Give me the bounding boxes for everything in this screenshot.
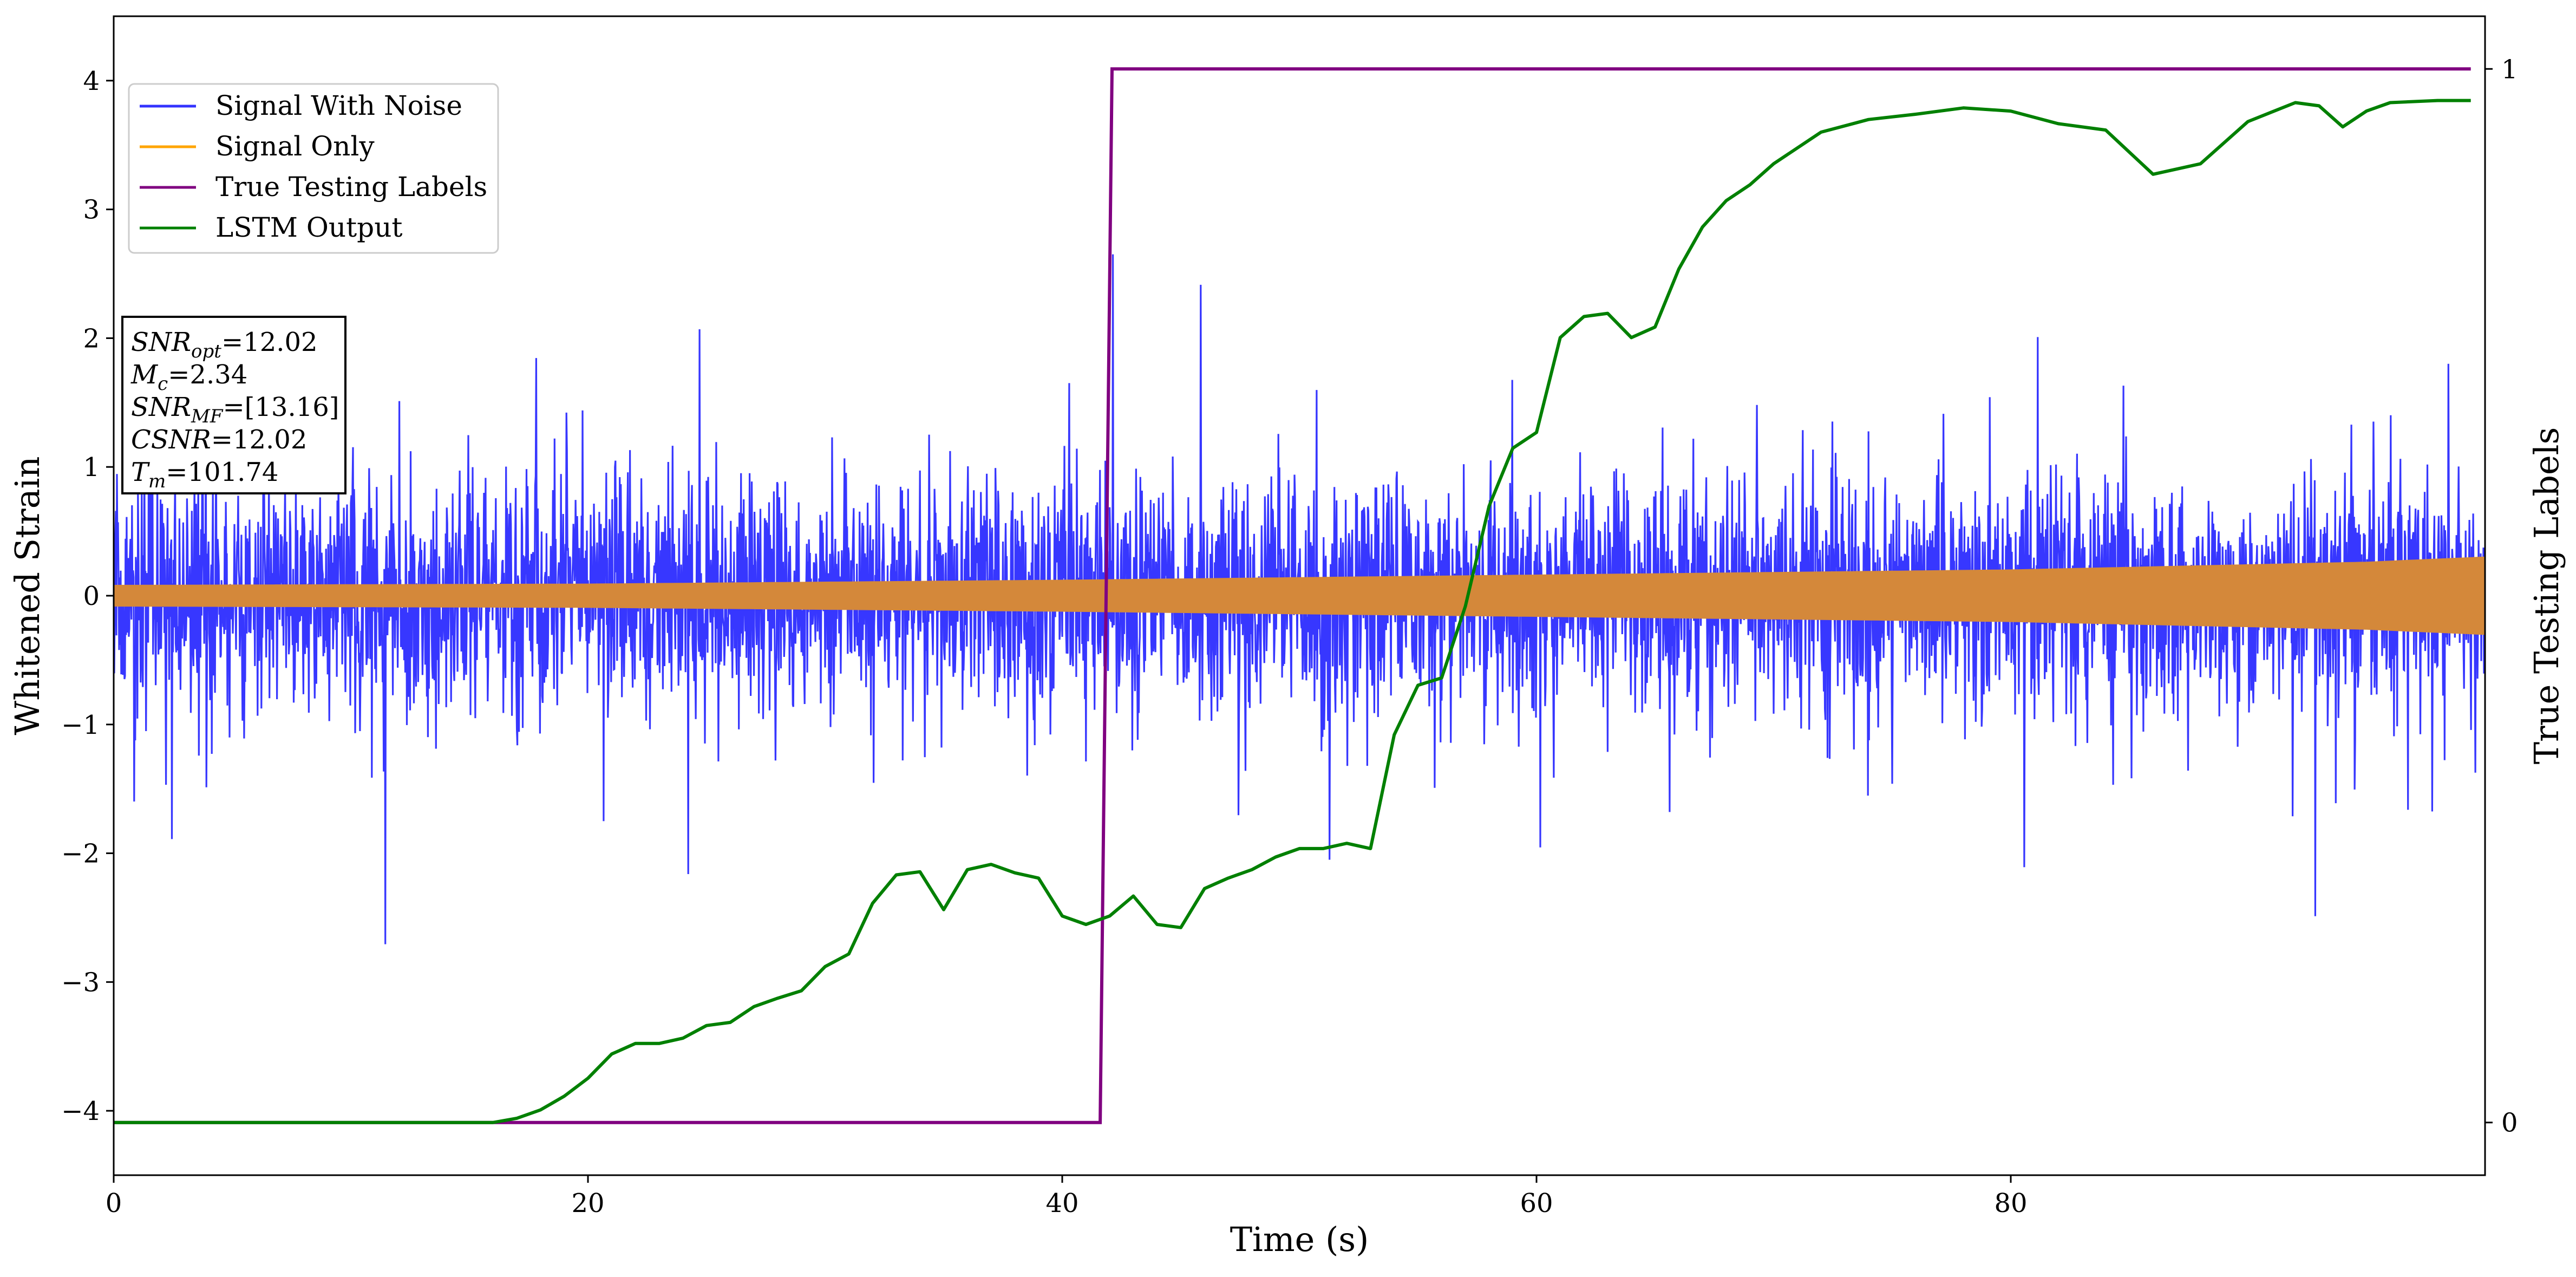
x-tick-label: 40 <box>1045 1188 1078 1219</box>
y2-axis-title: True Testing Labels <box>2527 427 2566 765</box>
info-line-tm: Tm=101.74 <box>131 457 278 492</box>
series-signal-only <box>114 556 2485 635</box>
y-axis-title: Whitened Strain <box>8 457 47 735</box>
y-tick-label: 0 <box>83 581 100 611</box>
legend-label-true-testing-labels: True Testing Labels <box>215 171 487 203</box>
x-tick-label: 20 <box>571 1188 604 1219</box>
x-tick-label: 60 <box>1520 1188 1553 1219</box>
y-tick-label: 4 <box>83 66 100 96</box>
info-line-snr-mf: SNRMF=[13.16] <box>131 392 339 427</box>
y-tick-label: −4 <box>61 1096 100 1126</box>
series-lstm-output <box>114 99 2471 1124</box>
series-true-testing-labels <box>114 67 2471 1124</box>
info-line-snr-opt: SNRopt=12.02 <box>131 327 318 362</box>
y-tick-label: 1 <box>83 452 100 483</box>
y-tick-label: −3 <box>61 967 100 998</box>
legend-box <box>128 83 499 254</box>
legend-label-signal-only: Signal Only <box>215 131 375 162</box>
x-axis-title: Time (s) <box>1230 1220 1369 1259</box>
info-box: SNRopt=12.02 Mc=2.34 SNRMF=[13.16] CSNR=… <box>121 316 346 494</box>
y-tick-label: −2 <box>61 839 100 869</box>
info-line-csnr: CSNR=12.02 <box>131 425 307 455</box>
y2-tick-label: 0 <box>2501 1108 2518 1138</box>
legend-label-signal-with-noise: Signal With Noise <box>215 90 462 121</box>
plot-series-group <box>114 67 2485 1124</box>
y-tick-label: 2 <box>83 323 100 354</box>
info-box-frame <box>121 316 346 494</box>
info-line-mc: Mc=2.34 <box>130 360 247 395</box>
y-tick-label: −1 <box>61 710 100 740</box>
legend: Signal With Noise Signal Only True Testi… <box>128 83 499 254</box>
x-tick-label: 80 <box>1994 1188 2027 1219</box>
y2-tick-label: 1 <box>2501 54 2518 84</box>
legend-label-lstm-output: LSTM Output <box>215 212 402 243</box>
x-tick-label: 0 <box>106 1188 122 1219</box>
y-tick-label: 3 <box>83 195 100 225</box>
